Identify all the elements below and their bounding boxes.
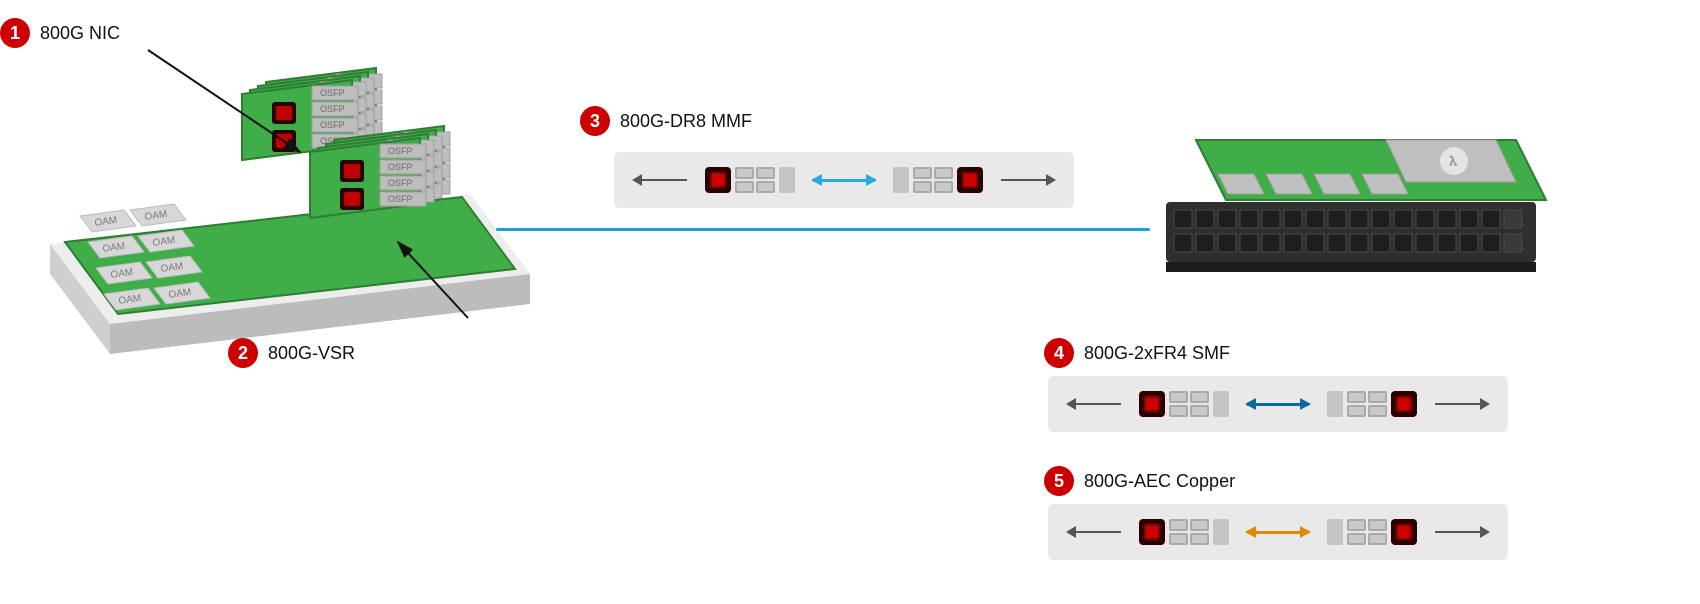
module-right	[1327, 391, 1417, 417]
callout-badge: 2	[228, 338, 258, 368]
bidir-arrow	[1247, 531, 1309, 534]
callout-5: 5 800G-AEC Copper	[1044, 466, 1235, 496]
arrow-out-right	[1001, 179, 1054, 181]
connector-icon	[1213, 391, 1229, 417]
callout-1: 1 800G NIC	[0, 18, 120, 48]
optics-grid-icon	[1169, 391, 1209, 417]
optics-grid-icon	[913, 167, 953, 193]
callout-badge: 5	[1044, 466, 1074, 496]
bidir-arrow	[1247, 403, 1309, 406]
callout-label: 800G-2xFR4 SMF	[1084, 343, 1230, 364]
optics-grid-icon	[1347, 391, 1387, 417]
module-left	[1139, 391, 1229, 417]
optics-grid-icon	[1347, 519, 1387, 545]
arrow-out-left	[1068, 531, 1121, 533]
module-right	[893, 167, 983, 193]
link-pill-aec	[1048, 504, 1508, 560]
right-switch: 𝛌	[1146, 130, 1546, 310]
arrow-out-right	[1435, 531, 1488, 533]
phy-chip-icon	[1391, 391, 1417, 417]
diagram-canvas: OAM OAM OAM OAM OAM OAM OAM OAM	[0, 0, 1700, 604]
arrow-out-right	[1435, 403, 1488, 405]
module-left	[1139, 519, 1229, 545]
phy-chip-icon	[1391, 519, 1417, 545]
callout-label: 800G-VSR	[268, 343, 355, 364]
phy-chip-icon	[705, 167, 731, 193]
phy-chip-icon	[1139, 391, 1165, 417]
callout-label: 800G-DR8 MMF	[620, 111, 752, 132]
link-pill-mmf: .link-pill:nth-of-type(1) .midArr::befor…	[614, 152, 1074, 208]
svg-text:𝛌: 𝛌	[1449, 153, 1458, 169]
module-right	[1327, 519, 1417, 545]
callout-label: 800G NIC	[40, 23, 120, 44]
callout-badge: 3	[580, 106, 610, 136]
optics-grid-icon	[1169, 519, 1209, 545]
arrow-out-left	[1068, 403, 1121, 405]
arrow-out-left	[634, 179, 687, 181]
callout-4: 4 800G-2xFR4 SMF	[1044, 338, 1230, 368]
callout-3: 3 800G-DR8 MMF	[580, 106, 752, 136]
phy-chip-icon	[957, 167, 983, 193]
bidir-arrow: .link-pill:nth-of-type(1) .midArr::befor…	[813, 179, 875, 182]
connector-icon	[779, 167, 795, 193]
phy-chip-icon	[1139, 519, 1165, 545]
callout-badge: 1	[0, 18, 30, 48]
connector-icon	[1327, 391, 1343, 417]
connector-icon	[1213, 519, 1229, 545]
callout-label: 800G-AEC Copper	[1084, 471, 1235, 492]
callout-badge: 4	[1044, 338, 1074, 368]
pointer-arrows	[0, 0, 560, 360]
fiber-link-line	[496, 228, 1150, 231]
optics-grid-icon	[735, 167, 775, 193]
connector-icon	[1327, 519, 1343, 545]
link-pill-smf	[1048, 376, 1508, 432]
callout-2: 2 800G-VSR	[228, 338, 355, 368]
connector-icon	[893, 167, 909, 193]
module-left	[705, 167, 795, 193]
